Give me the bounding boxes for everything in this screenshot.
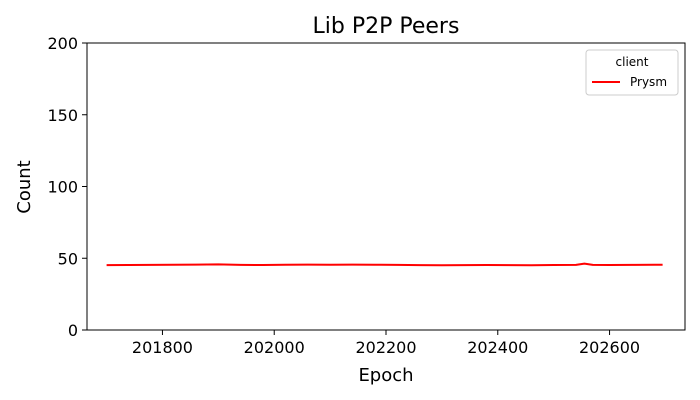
legend: client Prysm: [585, 49, 679, 96]
y-tick-label: 50: [58, 249, 78, 268]
y-axis: 0 50 100 150 200: [47, 34, 87, 340]
x-tick-label: 201800: [132, 338, 193, 357]
x-tick-label: 202400: [467, 338, 528, 357]
chart-title: Lib P2P Peers: [313, 14, 460, 39]
y-axis-label: Count: [14, 160, 35, 213]
y-tick-label: 100: [47, 178, 78, 197]
y-tick-label: 0: [68, 321, 78, 340]
series-layer: [106, 262, 663, 267]
y-tick-label: 150: [47, 106, 78, 125]
legend-label-prysm: Prysm: [630, 75, 667, 89]
x-tick-label: 202200: [355, 338, 416, 357]
x-axis-label: Epoch: [358, 365, 413, 386]
x-tick-label: 202000: [244, 338, 305, 357]
y-tick-label: 200: [47, 34, 78, 53]
x-tick-label: 202600: [579, 338, 640, 357]
legend-box: [585, 49, 679, 96]
legend-title: client: [616, 55, 649, 69]
x-axis: 201800 202000 202200 202400 202600: [132, 330, 640, 357]
series-line-prysm: [106, 262, 663, 267]
